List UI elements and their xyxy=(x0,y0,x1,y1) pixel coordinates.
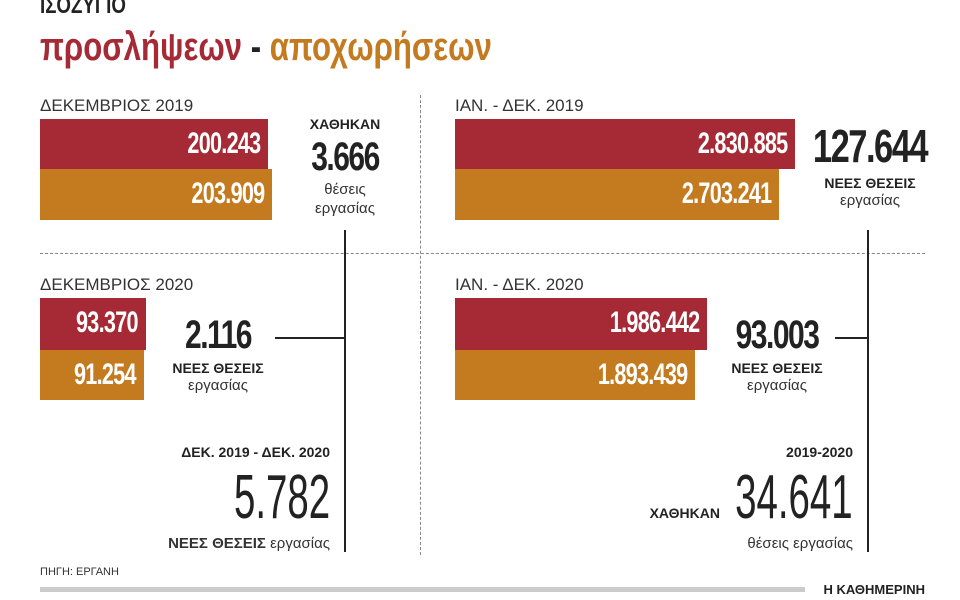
connector-left-h xyxy=(275,337,345,339)
balance-value: 93.003 xyxy=(735,313,820,357)
bar-label: 91.254 xyxy=(74,358,136,391)
comparison-period: 2019-2020 xyxy=(786,444,853,460)
bar-label: 2.830.885 xyxy=(697,127,787,160)
comparison-caption: θέσεις εργασίας xyxy=(747,535,853,552)
balance-value: 2.116 xyxy=(185,313,252,357)
connector-right xyxy=(867,230,869,552)
bar-hires: 200.243 xyxy=(40,119,268,169)
subtitle-departures: αποχωρήσεων xyxy=(269,25,492,69)
source: ΠΗΓΗ: ΕΡΓΑΝΗ xyxy=(40,566,119,578)
balance-caption: εργασίας xyxy=(747,377,807,394)
bar-label: 1.893.439 xyxy=(597,358,687,391)
balance-caption: εργασίας xyxy=(840,192,900,209)
balance-value: 127.644 xyxy=(812,120,929,172)
comparison-prefix: ΧΑΘΗΚΑΝ xyxy=(649,505,720,521)
divider-horizontal xyxy=(40,253,925,254)
subtitle: προσλήψεων - αποχωρήσεων xyxy=(40,25,492,69)
bar-label: 203.909 xyxy=(190,177,265,210)
bar-departures: 91.254 xyxy=(40,350,144,400)
bar-label: 93.370 xyxy=(76,306,138,339)
comparison-caption: ΝΕΕΣ ΘΕΣΕΙΣ εργασίας xyxy=(168,535,330,552)
balance-prefix: ΧΑΘΗΚΑΝ xyxy=(309,116,381,132)
bar-hires: 2.830.885 xyxy=(455,119,795,169)
balance-caption: ΝΕΕΣ ΘΕΣΕΙΣ xyxy=(731,360,823,376)
brand-logo: Η ΚΑΘΗΜΕΡΙΝΗ xyxy=(823,582,926,597)
footer-bar xyxy=(40,587,805,592)
comparison-value: 34.641 xyxy=(735,463,853,532)
connector-right-h xyxy=(835,337,868,339)
balance-caption: εργασίας xyxy=(188,377,248,394)
comparison-value: 5.782 xyxy=(233,463,330,532)
panel-label: ΙΑΝ. - ΔΕΚ. 2019 xyxy=(455,96,584,115)
comparison-period: ΔΕΚ. 2019 - ΔΕΚ. 2020 xyxy=(181,444,330,460)
bar-label: 1.986.442 xyxy=(609,306,699,339)
bar-label: 200.243 xyxy=(186,127,261,160)
bar-departures: 203.909 xyxy=(40,169,272,220)
divider-vertical xyxy=(420,95,421,555)
bar-hires: 93.370 xyxy=(40,298,146,350)
bar-departures: 1.893.439 xyxy=(455,350,695,400)
balance-caption: θέσεις xyxy=(324,181,366,198)
panel-label: ΔΕΚΕΜΒΡΙΟΣ 2020 xyxy=(40,275,194,294)
bar-departures: 2.703.241 xyxy=(455,169,779,220)
balance-caption: εργασίας xyxy=(315,200,375,217)
balance-caption: ΝΕΕΣ ΘΕΣΕΙΣ xyxy=(172,360,264,376)
balance-caption: ΝΕΕΣ ΘΕΣΕΙΣ xyxy=(824,175,916,191)
bar-hires: 1.986.442 xyxy=(455,298,707,350)
subtitle-hires: προσλήψεων xyxy=(40,25,243,69)
title: ΙΣΟΖΥΓΙΟ xyxy=(40,0,126,19)
bar-label: 2.703.241 xyxy=(681,177,771,210)
connector-left xyxy=(344,230,346,552)
panel-label: ΙΑΝ. - ΔΕΚ. 2020 xyxy=(455,275,584,294)
panel-label: ΔΕΚΕΜΒΡΙΟΣ 2019 xyxy=(40,96,194,115)
balance-value: 3.666 xyxy=(311,135,380,179)
